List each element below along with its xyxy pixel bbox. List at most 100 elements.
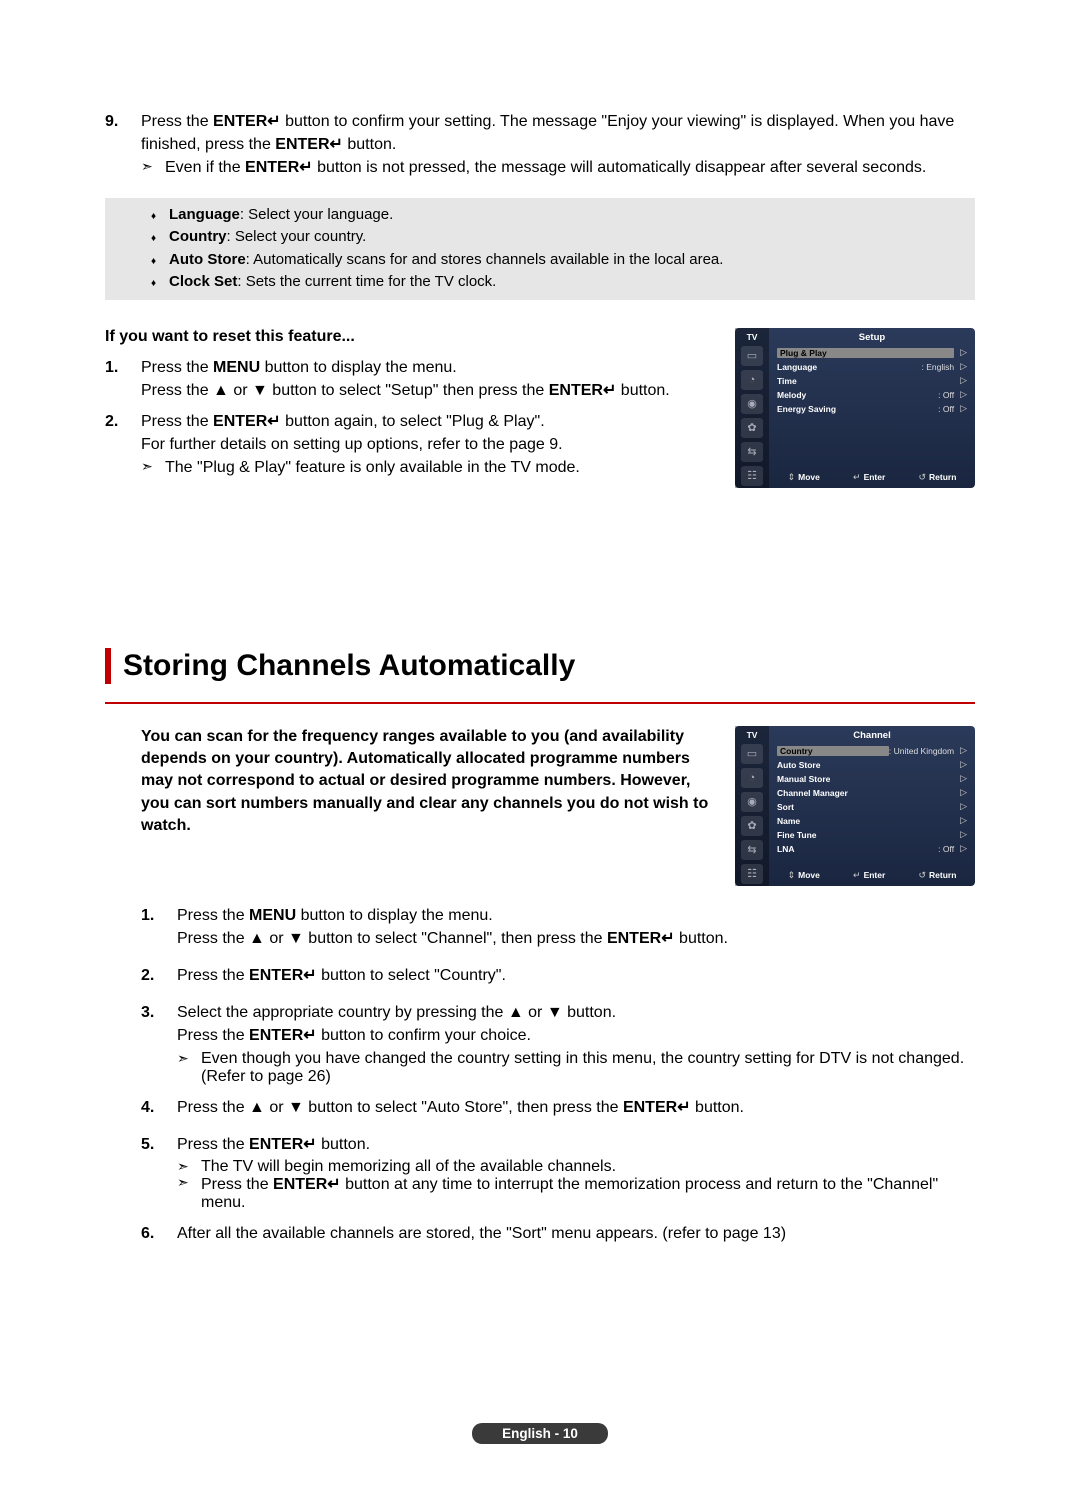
text: Even if the xyxy=(165,159,245,176)
return-icon: ↺ xyxy=(918,870,926,881)
enter-icon: ↵ xyxy=(853,472,861,483)
osd-row-label: Plug & Play xyxy=(777,348,954,358)
button-ref: MENU xyxy=(249,907,296,924)
text: button to select "Channel", then press t… xyxy=(304,930,607,947)
button-ref: ENTER xyxy=(249,967,303,984)
osd-row-label: Manual Store xyxy=(777,774,954,784)
osd-row-label: Name xyxy=(777,816,954,826)
osd-menu-row: Energy Saving: Off▷ xyxy=(775,402,969,416)
input-icon: ⇆ xyxy=(741,442,763,462)
osd-menu-row: Manual Store ▷ xyxy=(775,772,969,786)
osd-menu-row: Country: United Kingdom▷ xyxy=(775,744,969,758)
osd-row-label: Energy Saving xyxy=(777,404,938,414)
enter-icon: ↵ xyxy=(603,382,616,399)
label: Language xyxy=(169,206,240,223)
step-number: 4. xyxy=(141,1096,177,1119)
osd-row-label: Fine Tune xyxy=(777,830,954,840)
text: Press the xyxy=(141,113,213,130)
dtv-icon: ☷ xyxy=(741,864,763,884)
note-arrow-icon: ➣ xyxy=(141,156,165,179)
manual-page: 9. Press the ENTER↵ button to confirm yo… xyxy=(0,0,1080,1299)
text: Language: Select your language. xyxy=(169,204,393,227)
enter-icon: ↵ xyxy=(330,136,343,153)
label: Country xyxy=(169,228,227,245)
text: button to select "Auto Store", then pres… xyxy=(304,1099,623,1116)
button-ref: ENTER xyxy=(213,413,267,430)
enter-icon: ↵ xyxy=(267,113,280,130)
enter-label: Enter xyxy=(864,472,886,482)
text: Clock Set: Sets the current time for the… xyxy=(169,271,496,294)
up-icon: ▲ xyxy=(213,382,229,399)
intro-row: You can scan for the frequency ranges av… xyxy=(105,726,975,886)
button-ref: ENTER xyxy=(273,1176,327,1193)
enter-label: Enter xyxy=(864,870,886,880)
down-icon: ▼ xyxy=(288,930,304,947)
text: Press the xyxy=(177,1099,249,1116)
osd-title: Channel xyxy=(769,730,975,741)
osd-title: Setup xyxy=(769,332,975,343)
note-text: Even if the ENTER↵ button is not pressed… xyxy=(165,156,975,179)
enter-icon: ↵ xyxy=(327,1176,340,1193)
osd-footer: ⇕Move ↵Enter ↺Return xyxy=(769,469,975,486)
osd-row-value: : Off xyxy=(938,404,960,414)
osd-footer: ⇕Move ↵Enter ↺Return xyxy=(769,867,975,884)
osd-row-label: Language xyxy=(777,362,921,372)
up-icon: ▲ xyxy=(508,1004,524,1021)
sound-icon: ◔ xyxy=(741,370,763,390)
enter-icon: ↵ xyxy=(661,930,674,947)
enter-icon: ↵ xyxy=(267,413,280,430)
text: Press the ENTER↵ button again, to select… xyxy=(141,413,563,453)
step-number: 2. xyxy=(141,964,177,987)
step-number: 1. xyxy=(105,356,141,402)
step-number: 9. xyxy=(105,110,141,180)
info-box: ♦Language: Select your language. ♦Countr… xyxy=(105,198,975,300)
step-body: Press the ▲ or ▼ button to select "Auto … xyxy=(177,1096,975,1119)
osd-row-value: : Off xyxy=(938,844,960,854)
button-ref: ENTER xyxy=(213,113,267,130)
text: Press the xyxy=(177,967,249,984)
heading-text: Storing Channels Automatically xyxy=(123,649,575,683)
button-ref: MENU xyxy=(213,359,260,376)
button-ref: ENTER xyxy=(607,930,661,947)
button-ref: ENTER xyxy=(245,159,299,176)
caret-right-icon: ▷ xyxy=(960,815,967,826)
step-body: Press the MENU button to display the men… xyxy=(141,356,715,402)
osd-sidebar: TV ▭ ◔ ◉ ✿ ⇆ ☷ xyxy=(735,328,769,488)
note-text: Even though you have changed the country… xyxy=(201,1050,975,1086)
desc: : Select your country. xyxy=(227,228,367,245)
caret-right-icon: ▷ xyxy=(960,375,967,386)
caret-right-icon: ▷ xyxy=(960,773,967,784)
text: Press the xyxy=(177,1136,249,1153)
steps-list: 1.Press the MENU button to display the m… xyxy=(105,904,975,1246)
osd-row-label: Melody xyxy=(777,390,938,400)
down-icon: ▼ xyxy=(547,1004,563,1021)
step-9: 9. Press the ENTER↵ button to confirm yo… xyxy=(105,110,975,180)
caret-right-icon: ▷ xyxy=(960,787,967,798)
page-footer: English - 10 xyxy=(0,1423,1080,1444)
picture-icon: ▭ xyxy=(741,744,763,764)
reset-heading: If you want to reset this feature... xyxy=(105,328,715,346)
channel-icon: ◉ xyxy=(741,394,763,414)
desc: : Sets the current time for the TV clock… xyxy=(237,273,496,290)
osd-menu-row: Sort▷ xyxy=(775,800,969,814)
osd-row-value: : English xyxy=(921,362,960,372)
step-number: 5. xyxy=(141,1133,177,1156)
step-number: 2. xyxy=(105,410,141,480)
enter-icon: ↵ xyxy=(303,967,316,984)
desc: : Select your language. xyxy=(240,206,393,223)
label: Auto Store xyxy=(169,251,246,268)
step-body: Press the ENTER↵ button to select "Count… xyxy=(177,964,975,987)
down-icon: ▼ xyxy=(252,382,268,399)
text: button to confirm your choice. xyxy=(317,1027,531,1044)
text: Press the xyxy=(177,907,249,924)
text: Press the xyxy=(141,413,213,430)
text: Select the appropriate country by pressi… xyxy=(177,1004,508,1021)
step-body: Press the ENTER↵ button again, to select… xyxy=(141,410,715,480)
button-ref: ENTER xyxy=(249,1027,303,1044)
move-label: Move xyxy=(798,870,820,880)
enter-icon: ↵ xyxy=(677,1099,690,1116)
bullet-icon: ♦ xyxy=(151,249,169,272)
osd-sidebar: TV ▭ ◔ ◉ ✿ ⇆ ☷ xyxy=(735,726,769,886)
osd-body: Country: United Kingdom▷Auto Store▷Manua… xyxy=(775,744,969,856)
caret-right-icon: ▷ xyxy=(960,745,967,756)
